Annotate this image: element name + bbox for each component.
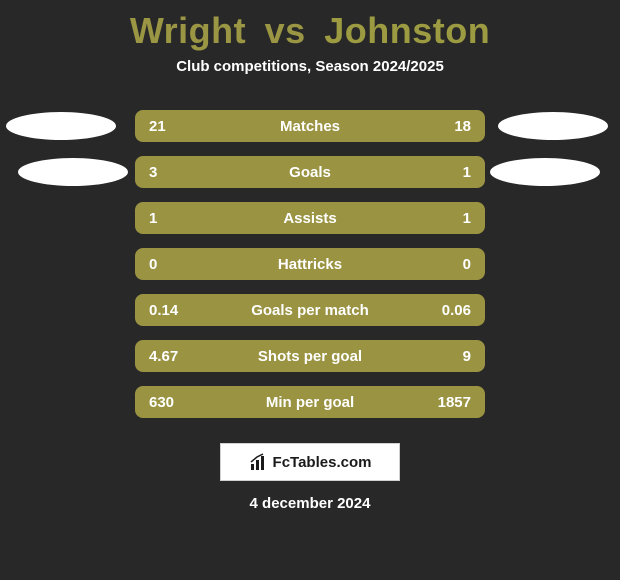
stat-bar: 21Matches18: [135, 110, 485, 142]
stat-label: Goals per match: [135, 302, 485, 319]
player1-name: Wright: [130, 10, 246, 52]
stat-row: 4.67Shots per goal9: [0, 333, 620, 379]
right-ellipse: [498, 112, 608, 140]
stat-label: Hattricks: [135, 256, 485, 273]
brand-text: FcTables.com: [273, 454, 372, 471]
date-text: 4 december 2024: [0, 495, 620, 512]
stat-label: Goals: [135, 164, 485, 181]
stat-row: 630Min per goal1857: [0, 379, 620, 425]
brand-box[interactable]: FcTables.com: [220, 443, 400, 481]
stat-row: 0Hattricks0: [0, 241, 620, 287]
stat-row: 3Goals1: [0, 149, 620, 195]
stat-bar: 0Hattricks0: [135, 248, 485, 280]
stat-bar: 3Goals1: [135, 156, 485, 188]
stat-bar: 1Assists1: [135, 202, 485, 234]
stat-label: Min per goal: [135, 394, 485, 411]
stat-bar: 4.67Shots per goal9: [135, 340, 485, 372]
stat-row: 1Assists1: [0, 195, 620, 241]
stat-label: Shots per goal: [135, 348, 485, 365]
stat-row: 21Matches18: [0, 103, 620, 149]
title-vs: vs: [265, 10, 306, 52]
stat-label: Matches: [135, 118, 485, 135]
right-ellipse: [490, 158, 600, 186]
stat-label: Assists: [135, 210, 485, 227]
subtitle: Club competitions, Season 2024/2025: [0, 58, 620, 75]
player2-name: Johnston: [324, 10, 490, 52]
left-ellipse: [18, 158, 128, 186]
stat-bar: 630Min per goal1857: [135, 386, 485, 418]
stats-rows: 21Matches18 3Goals1 1Assists1 0Hattricks0 0.…: [0, 103, 620, 425]
comparison-title: Wright vs Johnston: [0, 0, 620, 52]
brand-chart-icon: [249, 452, 269, 472]
left-ellipse: [6, 112, 116, 140]
stat-row: 0.14Goals per match0.06: [0, 287, 620, 333]
stat-bar: 0.14Goals per match0.06: [135, 294, 485, 326]
